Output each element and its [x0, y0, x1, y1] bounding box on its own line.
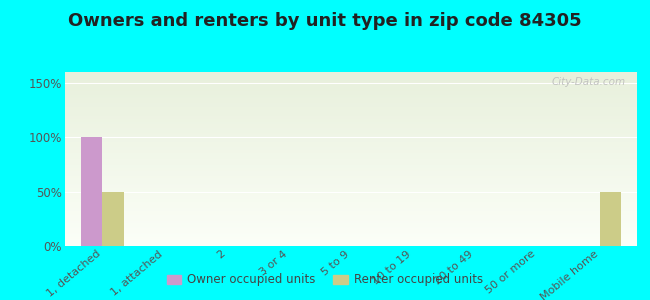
Bar: [600, 192, 621, 246]
Bar: [102, 192, 124, 246]
Bar: [81, 137, 102, 246]
Legend: Owner occupied units, Renter occupied units: Owner occupied units, Renter occupied un…: [162, 269, 488, 291]
Text: City-Data.com: City-Data.com: [551, 77, 625, 87]
Text: Owners and renters by unit type in zip code 84305: Owners and renters by unit type in zip c…: [68, 12, 582, 30]
